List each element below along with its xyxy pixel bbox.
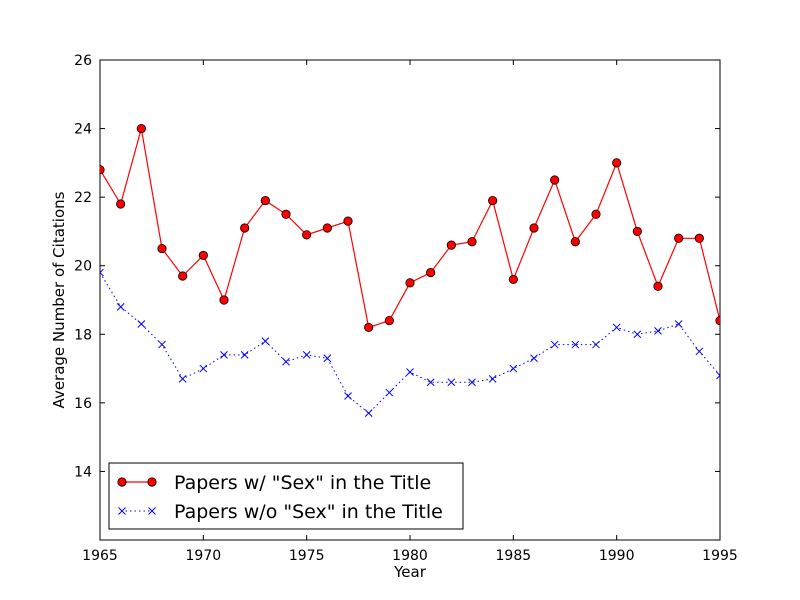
series-layer xyxy=(100,123,720,417)
data-point xyxy=(694,233,704,243)
legend-marker-without-sex-end xyxy=(148,507,156,515)
data-point xyxy=(178,271,188,281)
x-tick-label: 1990 xyxy=(599,548,635,564)
data-point xyxy=(136,123,146,134)
data-point xyxy=(529,223,539,233)
data-point xyxy=(488,195,498,206)
y-tick-label: 26 xyxy=(74,53,92,69)
series-group xyxy=(100,123,720,417)
data-point xyxy=(570,237,580,247)
data-point xyxy=(405,278,415,288)
data-point xyxy=(406,368,414,376)
data-point xyxy=(343,216,353,226)
data-point xyxy=(240,351,249,359)
data-point xyxy=(158,340,166,349)
x-tick-label: 1995 xyxy=(702,548,738,564)
data-point xyxy=(674,233,684,243)
data-point xyxy=(260,195,270,206)
y-tick-label: 20 xyxy=(74,259,92,275)
data-point xyxy=(344,392,352,400)
data-point xyxy=(550,175,560,185)
data-point xyxy=(591,209,601,219)
data-point xyxy=(695,347,704,356)
data-point xyxy=(715,315,720,326)
data-point xyxy=(116,303,125,311)
legend: Papers w/ "Sex" in the Title Papers w/o … xyxy=(108,462,464,530)
y-tick-label: 22 xyxy=(74,190,92,206)
data-point xyxy=(198,250,208,261)
data-point xyxy=(323,354,332,363)
legend-label-with-sex: Papers w/ "Sex" in the Title xyxy=(174,472,431,494)
data-point xyxy=(632,226,642,237)
data-point xyxy=(100,268,104,277)
data-point xyxy=(550,340,559,349)
data-point xyxy=(137,320,146,328)
y-tick-label: 16 xyxy=(74,396,92,412)
data-point xyxy=(592,340,600,349)
data-point xyxy=(302,351,311,359)
data-point xyxy=(530,354,538,363)
data-point xyxy=(261,337,270,345)
data-point xyxy=(384,315,394,326)
data-point xyxy=(116,199,126,209)
data-point xyxy=(467,237,477,247)
data-point xyxy=(364,409,373,417)
data-point xyxy=(571,340,580,349)
legend-marker-with-sex xyxy=(117,477,127,487)
legend-label-without-sex: Papers w/o "Sex" in the Title xyxy=(174,501,443,523)
data-point xyxy=(426,378,435,387)
data-point xyxy=(468,378,476,387)
legend-marker-without-sex xyxy=(118,507,126,515)
data-point xyxy=(612,323,621,332)
x-tick-label: 1975 xyxy=(289,548,325,564)
data-point xyxy=(385,388,394,397)
data-point xyxy=(426,267,436,278)
data-point xyxy=(653,281,663,291)
data-point xyxy=(488,375,497,383)
x-tick-label: 1985 xyxy=(496,548,532,564)
data-point xyxy=(633,330,642,339)
data-point xyxy=(612,158,622,168)
data-point xyxy=(157,243,167,254)
data-point xyxy=(100,165,105,175)
axis-ticks: 1965 1970 1975 1980 1985 1990 1995 14 16 18 20 22 24… xyxy=(74,53,738,564)
x-axis-label: Year xyxy=(393,563,427,581)
data-point xyxy=(178,375,187,383)
y-axis-label: Average Number of Citations xyxy=(50,191,68,408)
data-point xyxy=(447,378,456,387)
data-point xyxy=(674,320,683,328)
data-point xyxy=(220,351,228,359)
data-point xyxy=(446,240,456,250)
data-point xyxy=(240,223,250,233)
data-point xyxy=(282,357,290,366)
y-tick-label: 18 xyxy=(74,327,92,343)
y-tick-label: 24 xyxy=(74,122,92,138)
data-point xyxy=(302,230,312,240)
legend-box xyxy=(108,462,464,530)
data-point xyxy=(508,274,518,285)
data-point xyxy=(364,322,374,333)
x-tick-label: 1980 xyxy=(392,548,428,564)
data-point xyxy=(654,327,662,335)
legend-marker-with-sex-end xyxy=(147,477,157,487)
x-tick-label: 1965 xyxy=(82,548,118,564)
y-tick-label: 14 xyxy=(74,464,92,480)
data-point xyxy=(716,371,720,380)
data-point xyxy=(219,295,229,305)
data-point xyxy=(322,223,332,233)
x-tick-label: 1970 xyxy=(186,548,222,564)
data-point xyxy=(199,364,208,373)
data-point xyxy=(281,209,291,219)
plot-area xyxy=(99,59,721,541)
data-point xyxy=(509,364,518,373)
